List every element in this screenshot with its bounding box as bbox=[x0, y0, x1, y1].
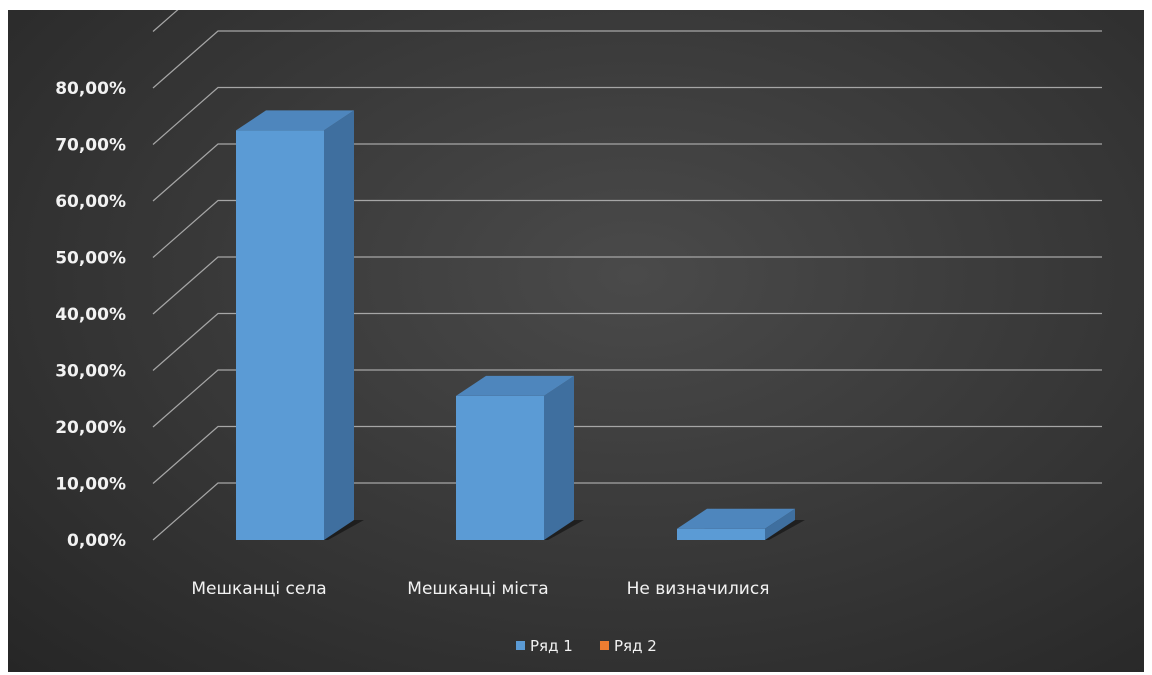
bar-top bbox=[236, 110, 354, 131]
category-label: Мешканці міста bbox=[407, 579, 548, 599]
bar-front bbox=[456, 395, 544, 540]
gridline bbox=[152, 425, 1102, 484]
category-label: Не визначилися bbox=[627, 579, 770, 599]
gridline bbox=[152, 10, 179, 32]
bar bbox=[677, 508, 805, 540]
bar-top bbox=[677, 508, 795, 529]
legend: Ряд 1 Ряд 2 bbox=[516, 637, 657, 655]
gridline bbox=[152, 256, 1102, 315]
legend-item: Ряд 1 bbox=[516, 637, 573, 655]
gridline bbox=[152, 86, 1102, 145]
legend-label: Ряд 2 bbox=[614, 637, 657, 655]
bar-side bbox=[544, 375, 574, 540]
gridline bbox=[152, 482, 1102, 541]
bar bbox=[456, 375, 584, 540]
bar-side bbox=[765, 508, 795, 540]
y-tick-label: 60,00% bbox=[55, 192, 126, 212]
bar-front bbox=[236, 130, 324, 540]
legend-item: Ряд 2 bbox=[600, 637, 657, 655]
y-tick-label: 40,00% bbox=[55, 305, 126, 325]
chart-area: 0,00% 10,00% 20,00% 30,00% 40,00% 50,00% 60,00… bbox=[8, 10, 1144, 672]
chart-svg: 0,00% 10,00% 20,00% 30,00% 40,00% 50,00% 60,00… bbox=[55, 10, 1102, 655]
gridlines bbox=[152, 10, 1102, 541]
x-axis-category-labels: Мешканці села Мешканці міста Не визначилис… bbox=[191, 579, 769, 599]
y-tick-label: 70,00% bbox=[55, 136, 126, 156]
y-tick-label: 20,00% bbox=[55, 418, 126, 438]
legend-label: Ряд 1 bbox=[530, 637, 573, 655]
bars bbox=[236, 110, 805, 540]
gridline bbox=[152, 199, 1102, 258]
y-tick-label: 80,00% bbox=[55, 79, 126, 99]
bar bbox=[236, 110, 364, 540]
legend-swatch bbox=[600, 641, 609, 650]
y-tick-label: 50,00% bbox=[55, 249, 126, 269]
y-tick-label: 10,00% bbox=[55, 475, 126, 495]
category-label: Мешканці села bbox=[191, 579, 326, 599]
y-tick-label: 30,00% bbox=[55, 362, 126, 382]
bar-top bbox=[456, 375, 574, 396]
bar-side bbox=[324, 110, 354, 540]
y-axis-tick-labels: 0,00% 10,00% 20,00% 30,00% 40,00% 50,00% 60,00… bbox=[55, 79, 126, 551]
gridline bbox=[152, 312, 1102, 371]
y-tick-label: 0,00% bbox=[67, 531, 126, 551]
gridline bbox=[152, 369, 1102, 428]
legend-swatch bbox=[516, 641, 525, 650]
bar-front bbox=[677, 528, 765, 540]
gridline bbox=[152, 30, 1102, 89]
gridline bbox=[152, 143, 1102, 202]
